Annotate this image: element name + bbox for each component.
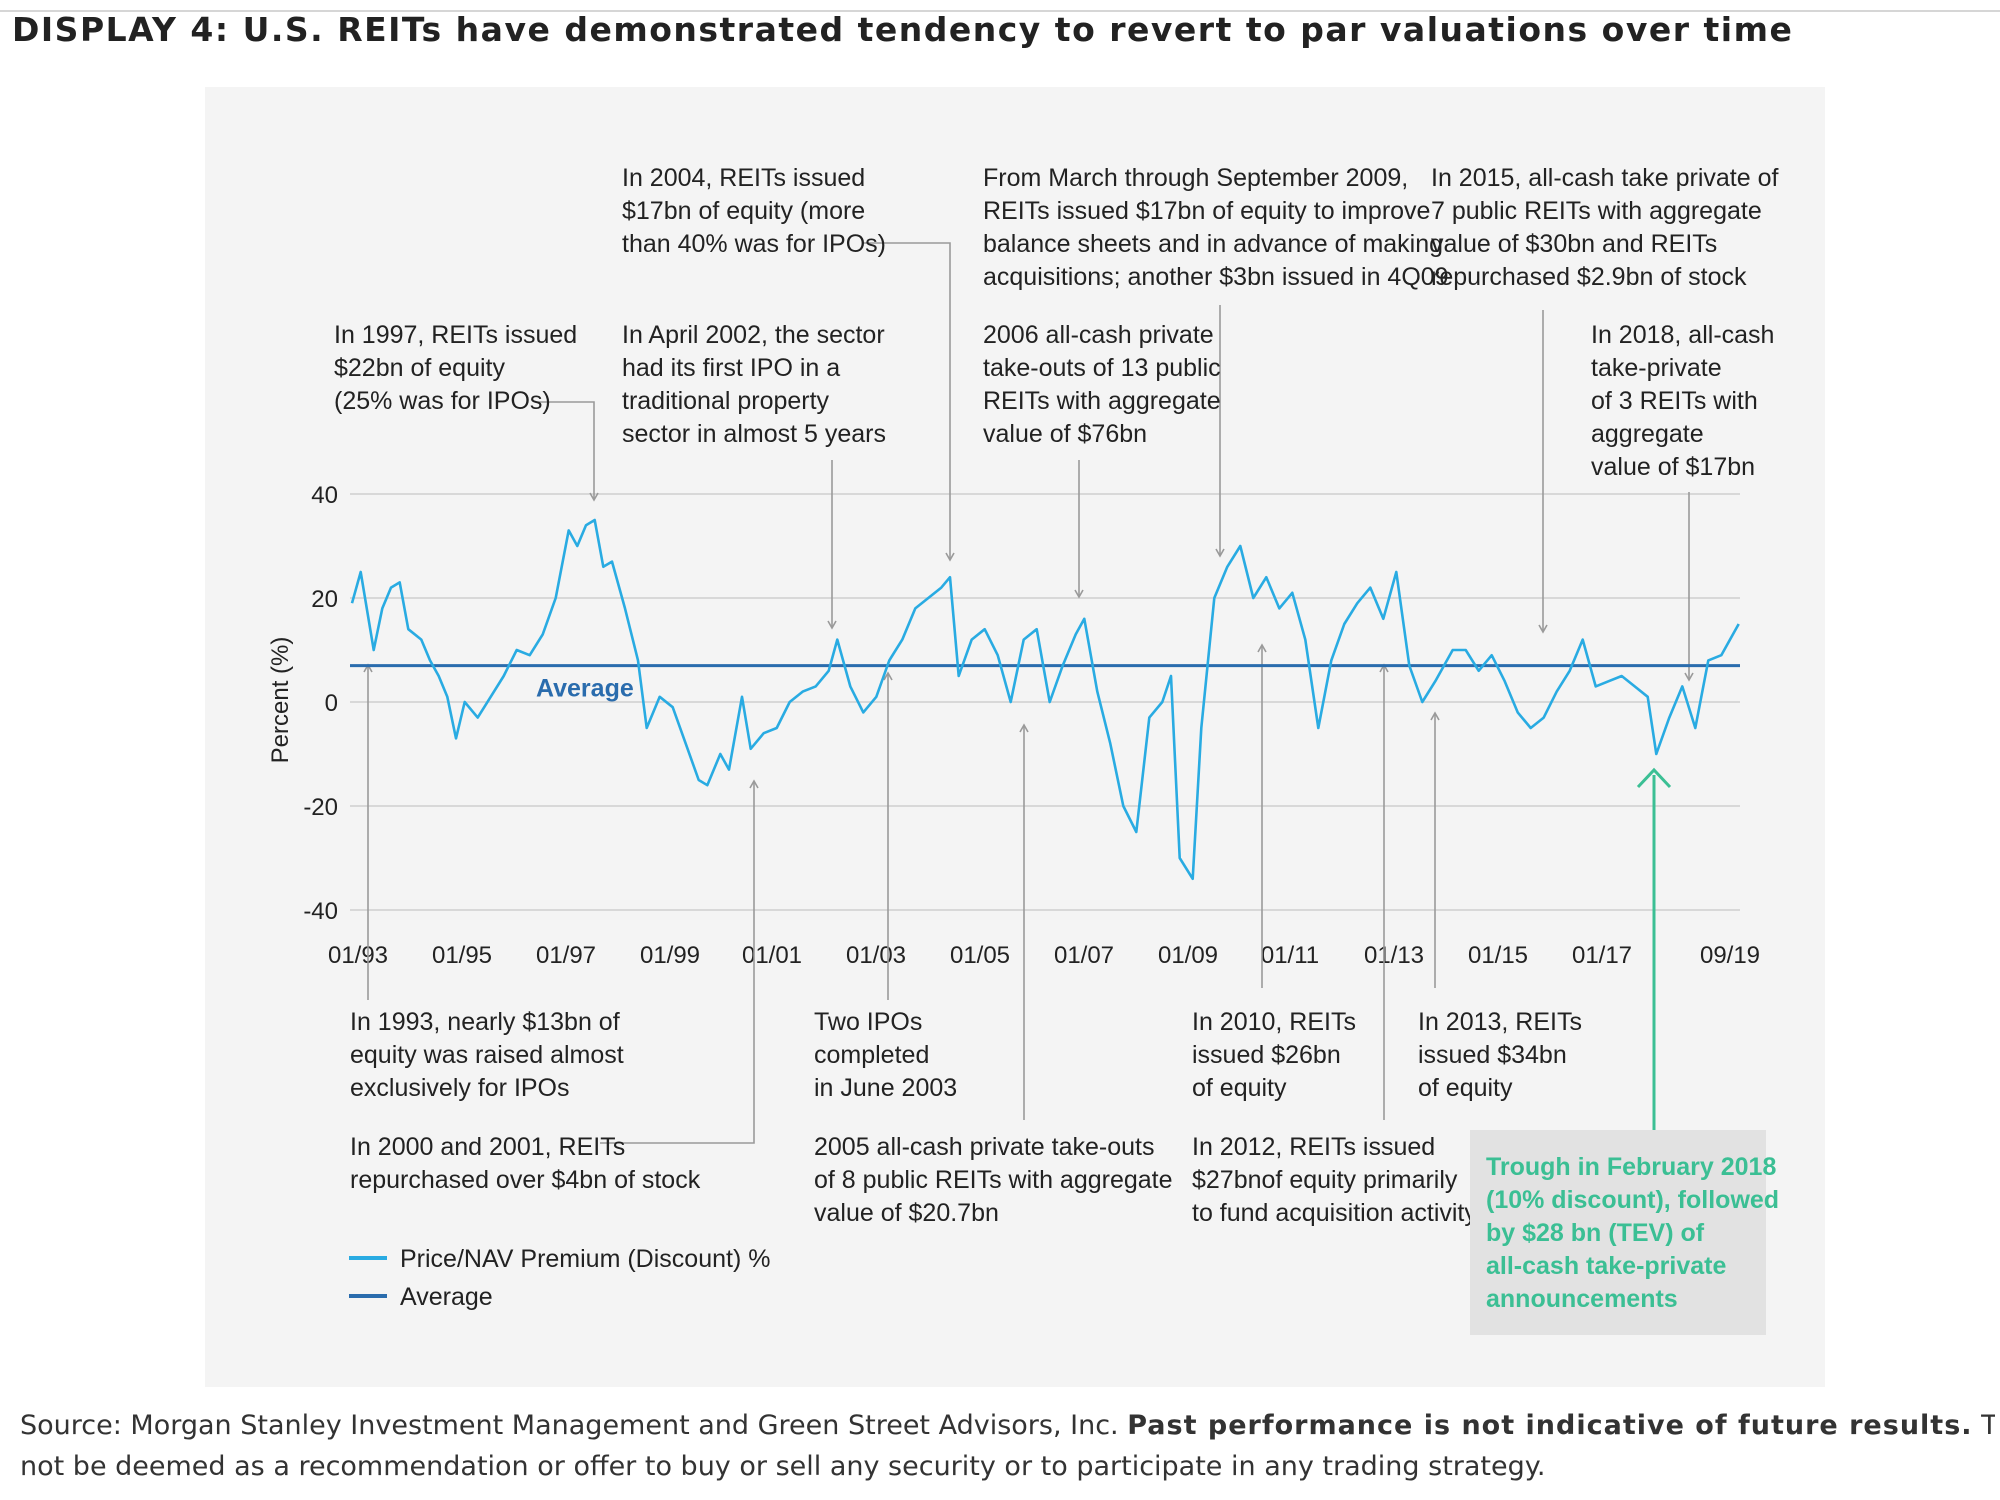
annotation-note: In April 2002, the sector had its first I… bbox=[622, 321, 886, 448]
connector-arrowhead bbox=[827, 620, 837, 630]
source-footer: Source: Morgan Stanley Investment Manage… bbox=[20, 1405, 1995, 1487]
x-tick-label: 01/13 bbox=[1364, 942, 1424, 969]
annotation-note: In 1993, nearly $13bn of equity was raise… bbox=[350, 1008, 624, 1102]
x-tick-label: 01/17 bbox=[1572, 942, 1632, 969]
annotation-note: In 2010, REITs issued $26bn of equity bbox=[1192, 1008, 1356, 1102]
connector-2004 bbox=[862, 242, 951, 560]
annotation-connectors bbox=[363, 242, 1694, 1144]
y-tick-label: -20 bbox=[303, 794, 338, 821]
y-tick-labels: 40 20 0 -20 -40 bbox=[303, 482, 338, 925]
y-tick-label: 40 bbox=[311, 482, 338, 509]
x-tick-label: 01/11 bbox=[1261, 942, 1319, 969]
y-axis-label: Percent (%) bbox=[267, 637, 294, 764]
annotation-note: In 2012, REITs issued $27bnof equity prim… bbox=[1192, 1133, 1477, 1227]
connector-arrowhead bbox=[883, 671, 893, 681]
footer-rest: This should bbox=[1981, 1410, 1995, 1441]
annotation-note: In 2013, REITs issued $34bn of equity bbox=[1418, 1008, 1582, 1102]
annotation-note: In 1997, REITs issued $22bn of equity (25%… bbox=[334, 321, 577, 415]
footer-line-2: not be deemed as a recommendation or off… bbox=[20, 1451, 1546, 1482]
x-tick-label: 01/03 bbox=[846, 942, 906, 969]
annotation-note: In 2004, REITs issued $17bn of equity (mo… bbox=[622, 164, 886, 258]
connector-arrowhead bbox=[1074, 589, 1084, 599]
y-tick-label: 20 bbox=[311, 586, 338, 613]
footer-source: Source: Morgan Stanley Investment Manage… bbox=[20, 1410, 1128, 1441]
trough-callout-box bbox=[1470, 1130, 1766, 1335]
x-tick-label: 01/01 bbox=[742, 942, 802, 969]
top-rule bbox=[0, 0, 2000, 12]
x-tick-labels: 01/93 01/95 01/97 01/99 01/01 01/03 01/05 01/07… bbox=[328, 942, 1760, 969]
trough-callout-text: Trough in February 2018 (10% discount), f… bbox=[1486, 1153, 1779, 1313]
connector-arrowhead bbox=[1684, 672, 1694, 682]
x-tick-label: 01/99 bbox=[640, 942, 700, 969]
connector-1997 bbox=[536, 401, 595, 500]
annotation-note: 2005 all-cash private take-outs of 8 publ… bbox=[814, 1133, 1173, 1227]
annotation-note: 2006 all-cash private take-outs of 13 pub… bbox=[983, 321, 1221, 448]
connector-arrowhead bbox=[1538, 624, 1548, 634]
trough-note-text: Trough in February 2018 (10% discount), f… bbox=[1486, 1153, 1779, 1313]
connector-2000 bbox=[600, 781, 755, 1144]
average-label: Average bbox=[536, 675, 634, 703]
annotation-note: Two IPOs completed in June 2003 bbox=[814, 1008, 957, 1102]
footer-disclaimer-bold: Past performance is not indicative of fu… bbox=[1127, 1410, 1973, 1441]
annotation-notes: In 2004, REITs issued $17bn of equity (mo… bbox=[334, 164, 1778, 1227]
legend-label: Price/NAV Premium (Discount) % bbox=[400, 1245, 770, 1273]
connector-arrowhead bbox=[1257, 643, 1267, 653]
connector-arrowhead bbox=[1215, 548, 1225, 558]
connector-arrowhead bbox=[749, 779, 759, 789]
x-tick-label: 01/97 bbox=[536, 942, 596, 969]
connector-arrowhead bbox=[589, 492, 599, 502]
annotation-note: In 2000 and 2001, REITs repurchased over … bbox=[350, 1133, 701, 1194]
y-tick-label: -40 bbox=[303, 898, 338, 925]
connector-arrowhead bbox=[1019, 723, 1029, 733]
legend-label: Average bbox=[400, 1283, 493, 1311]
trough-arrow bbox=[1636, 767, 1672, 1130]
x-tick-label: 01/09 bbox=[1158, 942, 1218, 969]
chart-title: DISPLAY 4: U.S. REITs have demonstrated … bbox=[12, 10, 1794, 49]
x-tick-label: 01/15 bbox=[1468, 942, 1528, 969]
connector-arrowhead bbox=[1430, 711, 1440, 721]
series-line-price-nav bbox=[350, 518, 1740, 881]
legend: Price/NAV Premium (Discount) % Average bbox=[349, 1245, 770, 1311]
annotation-note: In 2018, all-cash take-private of 3 REITs … bbox=[1591, 321, 1774, 481]
annotation-note: From March through September 2009, REITs … bbox=[983, 164, 1449, 291]
trough-arrow-head bbox=[1636, 767, 1672, 789]
x-tick-label: 01/07 bbox=[1054, 942, 1114, 969]
connector-arrowhead bbox=[945, 552, 955, 562]
x-tick-label: 01/95 bbox=[432, 942, 492, 969]
annotation-note: In 2015, all-cash take private of 7 publi… bbox=[1431, 164, 1778, 291]
gridlines bbox=[350, 493, 1740, 911]
x-tick-label: 01/05 bbox=[950, 942, 1010, 969]
x-tick-label: 01/93 bbox=[328, 942, 388, 969]
x-tick-label: 09/19 bbox=[1700, 942, 1760, 969]
y-tick-label: 0 bbox=[325, 690, 338, 717]
